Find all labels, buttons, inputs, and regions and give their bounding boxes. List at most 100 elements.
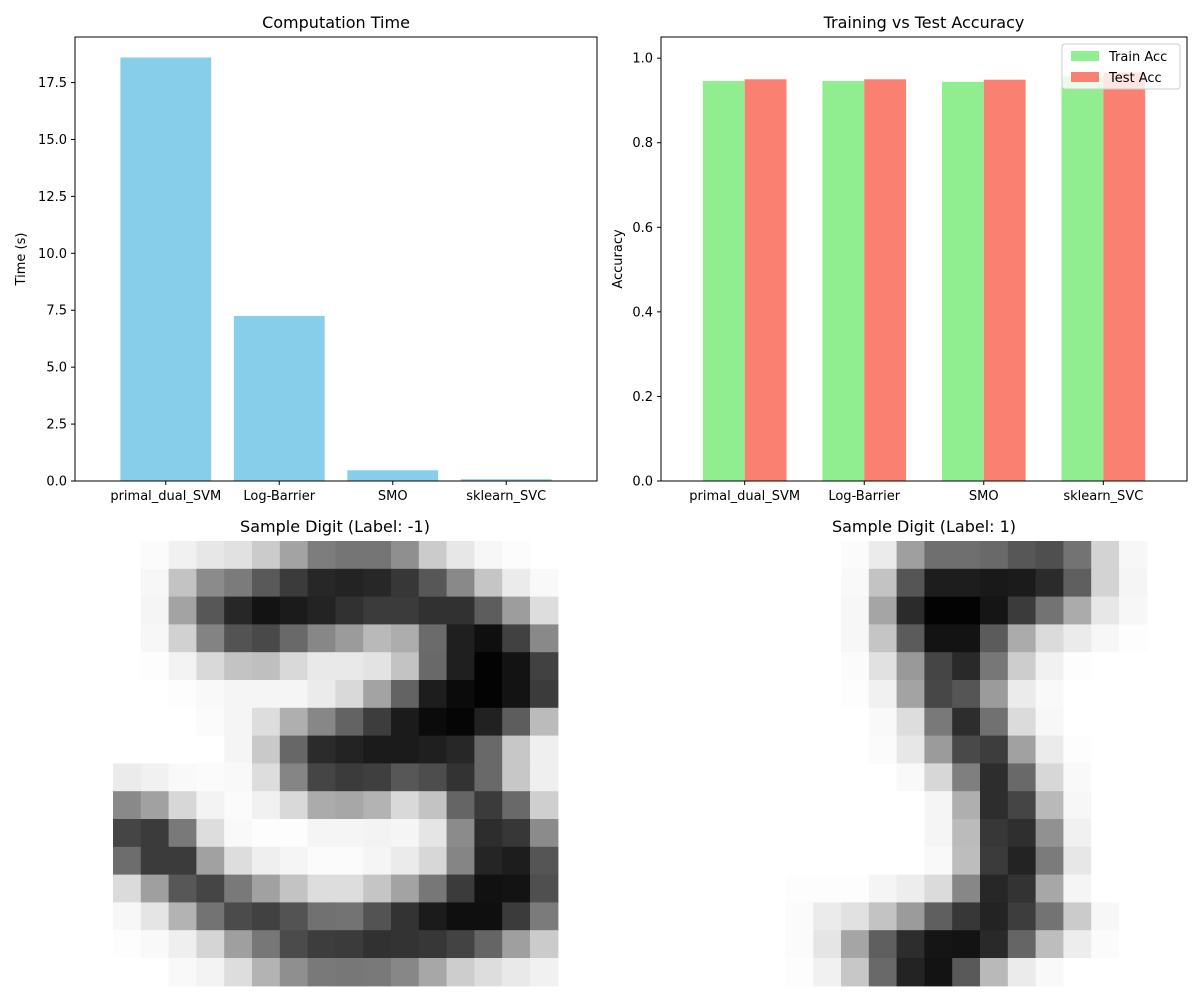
digit-pos-pixel	[952, 846, 981, 876]
acc-ytick-label-4: 0.8	[632, 136, 653, 151]
digit-pos-pixel	[813, 707, 842, 737]
digit-neg-pixel	[446, 735, 475, 764]
digit-neg-pixel	[530, 846, 559, 876]
digit-neg-pixel	[279, 930, 309, 959]
digit-neg-pixel	[363, 763, 392, 792]
digit-pos-pixel	[757, 735, 786, 764]
digit-pos-pixel	[702, 846, 731, 876]
digit-pos-pixel	[980, 846, 1009, 876]
digit-neg-pixel	[168, 819, 197, 848]
time-bar-0	[120, 57, 212, 481]
time-xtick-label-3: sklearn_SVC	[466, 489, 546, 504]
digit-pos-pixel	[785, 874, 814, 903]
digit-neg-pixel	[363, 624, 392, 653]
digit-neg-pixel	[391, 735, 420, 764]
digit-pos-pixel	[1007, 902, 1037, 931]
test-acc-bar-1	[864, 79, 907, 482]
digit-pos-pixel	[757, 846, 786, 876]
digit-pos-pixel	[980, 652, 1009, 681]
digit-neg-pixel	[335, 652, 364, 681]
digit-neg-pixel	[279, 819, 309, 848]
digit-pos-pixel	[1007, 680, 1037, 709]
digit-pos-pixel	[1119, 568, 1148, 598]
digit-pos-pixel	[980, 680, 1009, 709]
acc-xtick-label-1: Log-Barrier	[828, 489, 900, 504]
digit-pos-pixel	[952, 596, 981, 625]
digit-pos-pixel	[896, 652, 925, 681]
digit-pos-pixel	[952, 819, 981, 848]
time-ytick-label-3: 7.5	[46, 304, 67, 319]
digit-pos-pixel	[1091, 596, 1120, 625]
digit-pos-pixel	[924, 930, 953, 959]
digit-neg-pixel	[335, 846, 364, 876]
digit-pos-pixel	[952, 624, 981, 653]
digit-pos-pixel	[1063, 541, 1092, 570]
digit-neg-pixel	[335, 568, 364, 598]
digit-neg-pixel	[391, 652, 420, 681]
digit-pos-pixel	[1091, 930, 1120, 959]
digit-neg-pixel	[502, 652, 531, 681]
digit-pos-pixel	[1091, 791, 1120, 820]
digit-neg-pixel	[502, 707, 531, 737]
digit-pos-pixel	[813, 541, 842, 570]
train-acc-bar-2	[941, 81, 984, 481]
digit-neg-pixel	[113, 624, 142, 653]
digit-neg-pixel	[530, 541, 559, 570]
digit-pos-pixel	[1119, 902, 1148, 931]
digit-pos-pixel	[952, 902, 981, 931]
digit-neg-pixel	[335, 735, 364, 764]
digit-neg-pixel	[196, 568, 225, 598]
digit-neg-pixel	[530, 568, 559, 598]
digit-pos-pixel	[896, 874, 925, 903]
digit-neg-pixel	[530, 763, 559, 792]
digit-pos-pixel	[1035, 930, 1064, 959]
digit-neg-pixel	[335, 624, 364, 653]
digit-pos-pixel	[952, 735, 981, 764]
digit-neg-pixel	[502, 791, 531, 820]
digit-pos-pixel	[924, 958, 953, 987]
digit-neg-pixel	[168, 930, 197, 959]
digit-pos-pixel	[868, 652, 898, 681]
digit-neg-pixel	[446, 763, 475, 792]
digit-neg-pixel	[140, 819, 170, 848]
digit-pos-pixel	[1119, 680, 1148, 709]
digit-neg-pixel	[113, 541, 142, 570]
digit-neg-pixel	[196, 735, 225, 764]
digit-neg-pixel	[140, 568, 170, 598]
digit-pos-pixel	[785, 930, 814, 959]
digit-pos-pixel	[729, 874, 759, 903]
digit-neg-pixel	[224, 819, 253, 848]
digit-pos-pixel	[1119, 819, 1148, 848]
digit-pos-pixel	[1035, 874, 1064, 903]
digit-pos-pixel	[868, 568, 898, 598]
digit-neg-pixel	[224, 735, 253, 764]
digit-pos-pixel	[868, 846, 898, 876]
digit-pos-panel: Sample Digit (Label: 1)	[702, 517, 1148, 987]
digit-pos-pixel	[757, 874, 786, 903]
digit-neg-pixel	[168, 958, 197, 987]
digit-pos-pixel	[1063, 763, 1092, 792]
digit-neg-pixel	[474, 680, 503, 709]
digit-neg-pixel	[224, 846, 253, 876]
digit-neg-pixel	[196, 763, 225, 792]
digit-neg-pixel	[224, 652, 253, 681]
digit-pos-pixel	[924, 652, 953, 681]
digit-pos-pixel	[1035, 624, 1064, 653]
digit-pos-pixel	[729, 707, 759, 737]
digit-pos-pixel	[813, 846, 842, 876]
digit-pos-pixel	[952, 874, 981, 903]
train-acc-bar-0	[702, 80, 745, 481]
digit-pos-pixel	[1007, 819, 1037, 848]
digit-pos-pixel	[785, 568, 814, 598]
digit-pos-pixel	[1119, 846, 1148, 876]
digit-neg-pixel	[502, 624, 531, 653]
digit-pos-pixel	[841, 930, 870, 959]
digit-pos-pixel	[785, 652, 814, 681]
digit-pos-pixel	[924, 624, 953, 653]
digit-neg-pixel	[418, 735, 448, 764]
digit-pos-pixel	[813, 624, 842, 653]
digit-pos-pixel	[896, 846, 925, 876]
digit-pos-pixel	[1007, 958, 1037, 987]
digit-neg-pixel	[196, 652, 225, 681]
digit-neg-pixel	[446, 958, 475, 987]
